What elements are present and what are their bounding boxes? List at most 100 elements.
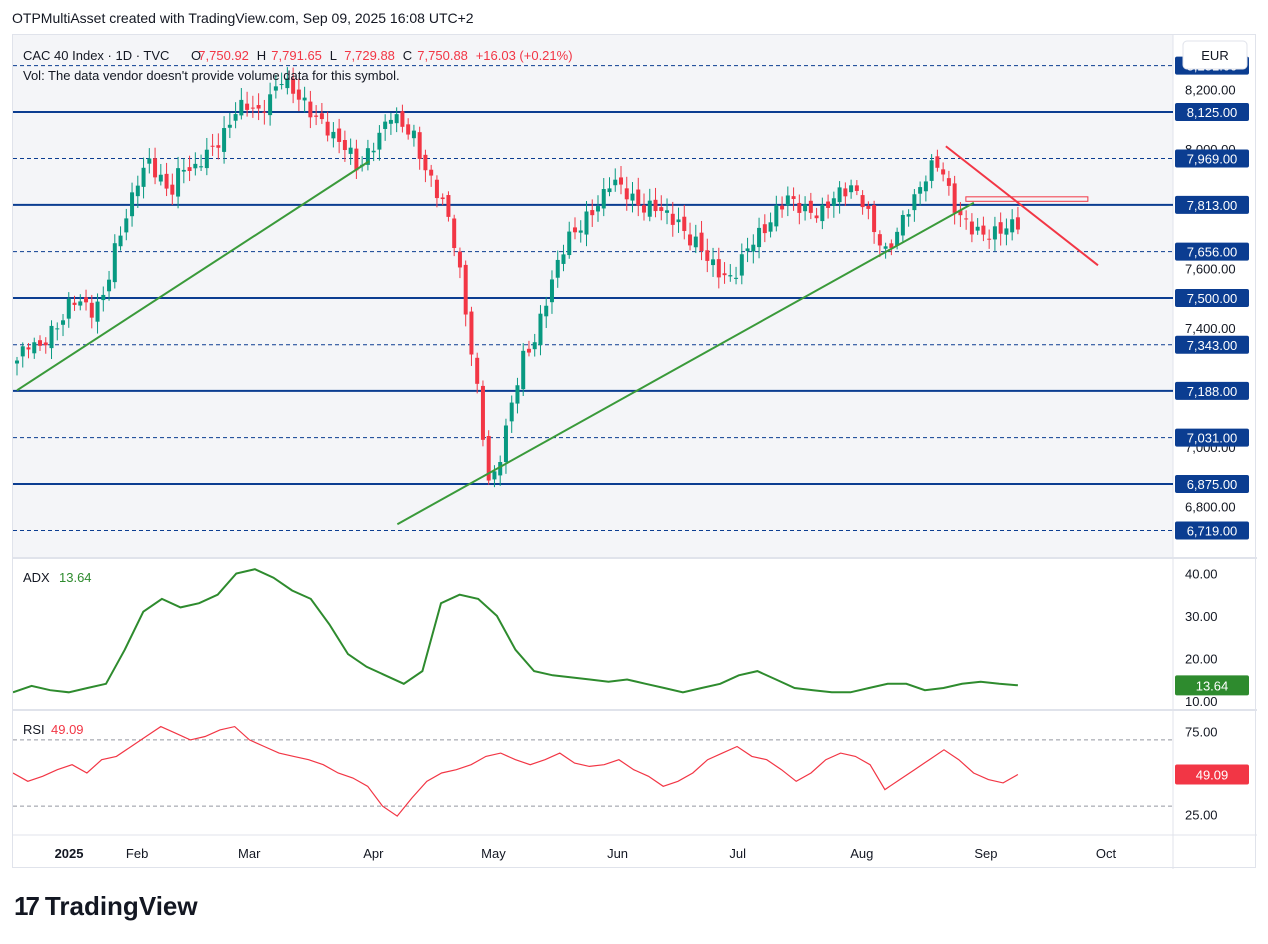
time-tick-label: Oct — [1096, 846, 1117, 861]
legend-ohlc: H — [257, 48, 266, 63]
candle-body — [659, 207, 664, 211]
candle-body — [711, 259, 716, 266]
level-label: 7,031.00 — [1187, 431, 1238, 446]
candle-body — [941, 169, 946, 175]
level-label-box — [1175, 381, 1249, 400]
candle-body — [354, 148, 359, 171]
candle-body — [561, 254, 566, 264]
price-pane-bg — [13, 35, 1173, 557]
candle-body — [647, 200, 652, 217]
candle-body — [147, 158, 152, 164]
candle-body — [849, 185, 854, 193]
candle-body — [193, 163, 198, 169]
candle-body — [728, 275, 733, 277]
candle-body — [32, 342, 37, 354]
candle-body — [400, 111, 405, 127]
candle-body — [642, 205, 647, 213]
adx-value-box — [1175, 675, 1249, 696]
candle-body — [486, 435, 491, 481]
candle-body — [417, 132, 422, 159]
tradingview-brand[interactable]: 17 TradingView — [14, 891, 198, 922]
candle-body — [912, 194, 917, 211]
candle-body — [831, 198, 836, 206]
time-tick-label: Feb — [126, 846, 148, 861]
candle-body — [866, 205, 871, 209]
chart-area[interactable]: 8,200.008,000.007,600.007,400.007,000.00… — [12, 34, 1257, 869]
rsi-line — [13, 725, 1019, 817]
candle-body — [135, 185, 140, 197]
resistance-zone — [965, 196, 1089, 202]
legend-ohlc: O — [191, 48, 201, 63]
candle-body — [457, 251, 462, 268]
level-label: 7,188.00 — [1187, 384, 1238, 399]
candle-body — [469, 311, 474, 355]
candle-body — [394, 114, 399, 124]
currency-button[interactable] — [1182, 40, 1248, 70]
level-label-box — [1175, 521, 1249, 540]
candle-body — [935, 156, 940, 168]
candle-body — [768, 222, 773, 232]
candle-body — [549, 279, 554, 303]
price-tick-label: 8,200.00 — [1185, 83, 1236, 98]
candle-body — [285, 78, 290, 89]
candle-body — [498, 462, 503, 476]
candle-body — [112, 243, 117, 283]
candle-body — [440, 197, 445, 200]
candle-body — [918, 187, 923, 194]
candle-body — [72, 302, 77, 305]
candle-body — [814, 215, 819, 219]
candle-body — [521, 350, 526, 390]
candle-body — [1004, 228, 1009, 235]
candle-body — [584, 211, 589, 235]
candle-body — [20, 346, 25, 357]
candle-body — [958, 209, 963, 216]
candle-body — [222, 128, 227, 152]
candle-body — [371, 150, 376, 153]
level-label-box — [1175, 103, 1249, 122]
legend-ohlc: 7,791.65 — [271, 48, 322, 63]
candle-body — [503, 425, 508, 463]
time-tick-label: Jun — [607, 846, 628, 861]
candle-body — [61, 320, 66, 325]
candle-body — [331, 131, 336, 139]
level-label: 7,500.00 — [1187, 291, 1238, 306]
candle-body — [762, 224, 767, 234]
rsi-value: 49.09 — [51, 722, 84, 737]
rsi-tick-label: 25.00 — [1185, 807, 1218, 822]
candle-body — [296, 89, 301, 100]
candle-body — [745, 248, 750, 252]
candle-body — [705, 250, 710, 261]
adx-value: 13.64 — [59, 570, 92, 585]
candle-body — [630, 193, 635, 201]
candle-body — [153, 158, 158, 178]
candle-body — [463, 264, 468, 315]
time-tick-label: Aug — [850, 846, 873, 861]
candle-body — [492, 471, 497, 480]
level-label-box — [1175, 242, 1249, 261]
chart-svg[interactable]: 8,200.008,000.007,600.007,400.007,000.00… — [13, 35, 1257, 869]
level-label: 7,813.00 — [1187, 198, 1238, 213]
brand-name: TradingView — [44, 891, 198, 921]
candle-body — [308, 101, 313, 118]
candle-body — [670, 213, 675, 225]
price-tick-label: 6,800.00 — [1185, 499, 1236, 514]
candle-body — [55, 328, 60, 330]
candle-body — [480, 385, 485, 440]
level-label: 7,343.00 — [1187, 338, 1238, 353]
candle-body — [342, 140, 347, 151]
candle-body — [509, 402, 514, 422]
candle-body — [877, 234, 882, 246]
candle-body — [624, 188, 629, 200]
candle-body — [365, 148, 370, 165]
candle-body — [883, 246, 888, 249]
level-label-box — [1175, 475, 1249, 494]
candle-body — [89, 302, 94, 318]
candle-body — [981, 225, 986, 235]
candle-body — [124, 218, 129, 233]
candle-body — [969, 221, 974, 235]
candle-body — [78, 301, 83, 306]
level-label-box — [1175, 195, 1249, 214]
legend-ohlc: 7,729.88 — [344, 48, 395, 63]
candle-body — [607, 188, 612, 193]
trendline-resistance — [945, 145, 1099, 267]
